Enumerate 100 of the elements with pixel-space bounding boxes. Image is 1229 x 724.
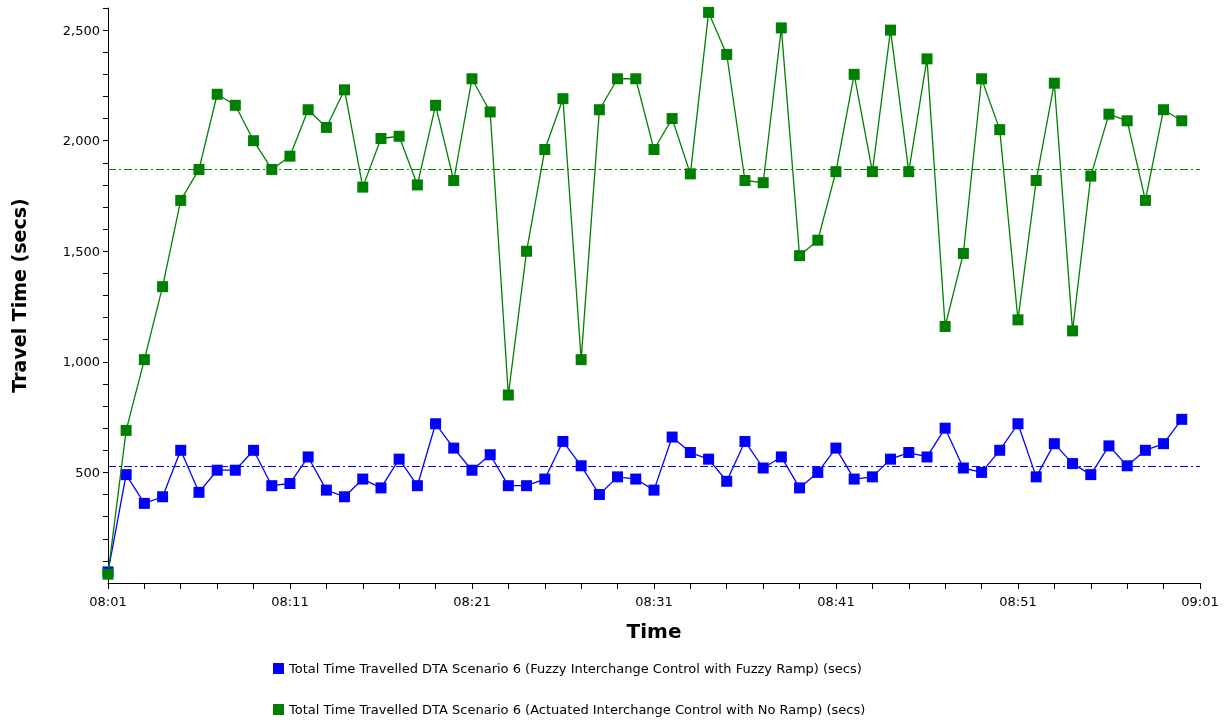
point <box>521 245 533 257</box>
point <box>848 473 860 485</box>
point <box>1176 115 1188 127</box>
x-tick-label: 08:41 <box>817 594 855 609</box>
point <box>248 444 260 456</box>
point <box>921 53 933 65</box>
point <box>593 104 605 116</box>
point <box>866 471 878 483</box>
point <box>557 435 569 447</box>
point <box>284 150 296 162</box>
y-axis-title: Travel Time (secs) <box>7 198 30 393</box>
y-tick-label: 1,000 <box>62 354 100 370</box>
point <box>666 431 678 443</box>
point <box>248 135 260 147</box>
point <box>175 444 187 456</box>
point <box>794 250 806 262</box>
point <box>1067 325 1079 337</box>
point <box>357 181 369 193</box>
point <box>939 422 951 434</box>
point <box>393 130 405 142</box>
point <box>721 475 733 487</box>
point <box>648 484 660 496</box>
point <box>830 166 842 178</box>
point <box>284 477 296 489</box>
point <box>575 460 587 472</box>
point <box>157 281 169 293</box>
point <box>794 482 806 494</box>
point <box>739 435 751 447</box>
point <box>1121 115 1133 127</box>
point <box>138 497 150 509</box>
point <box>266 163 278 175</box>
x-tick-label: 08:01 <box>89 594 127 609</box>
point <box>430 99 442 111</box>
point <box>903 166 915 178</box>
point <box>1103 108 1115 120</box>
point <box>193 486 205 498</box>
point <box>1139 444 1151 456</box>
point <box>120 469 132 481</box>
point <box>757 462 769 474</box>
point <box>1085 469 1097 481</box>
point <box>885 24 897 36</box>
point <box>339 84 351 96</box>
point <box>1121 460 1133 472</box>
point <box>703 6 715 18</box>
point <box>211 88 223 100</box>
point <box>229 99 241 111</box>
point <box>976 466 988 478</box>
point <box>812 234 824 246</box>
point <box>320 484 332 496</box>
point <box>302 451 314 463</box>
point <box>703 453 715 465</box>
point <box>848 68 860 80</box>
x-tick-label: 08:11 <box>271 594 309 609</box>
point <box>593 489 605 501</box>
point <box>430 418 442 430</box>
point <box>1012 314 1024 326</box>
point <box>211 464 223 476</box>
point <box>448 442 460 454</box>
y-tick-label: 1,500 <box>62 243 100 259</box>
point <box>994 444 1006 456</box>
point <box>921 451 933 463</box>
point <box>612 73 624 85</box>
point <box>885 453 897 465</box>
point <box>957 247 969 259</box>
point <box>138 354 150 366</box>
point <box>1067 458 1079 470</box>
point <box>1139 194 1151 206</box>
point <box>957 462 969 474</box>
point <box>1048 438 1060 450</box>
point <box>630 473 642 485</box>
x-tick-label: 08:51 <box>999 594 1037 609</box>
y-tick-label: 500 <box>75 464 100 480</box>
point <box>339 491 351 503</box>
point <box>721 48 733 60</box>
point <box>1048 77 1060 89</box>
point <box>466 464 478 476</box>
x-tick-label: 08:21 <box>453 594 491 609</box>
x-axis-title: Time <box>626 619 682 643</box>
point <box>684 447 696 459</box>
point <box>903 447 915 459</box>
point <box>666 113 678 125</box>
point <box>775 451 787 463</box>
point <box>521 480 533 492</box>
point <box>502 480 514 492</box>
point <box>1158 438 1170 450</box>
point <box>976 73 988 85</box>
point <box>866 166 878 178</box>
point <box>575 354 587 366</box>
point <box>193 163 205 175</box>
point <box>684 168 696 180</box>
point <box>357 473 369 485</box>
point <box>484 106 496 118</box>
point <box>1012 418 1024 430</box>
point <box>175 194 187 206</box>
point <box>612 471 624 483</box>
point <box>1030 471 1042 483</box>
point <box>411 480 423 492</box>
point <box>484 449 496 461</box>
point <box>1103 440 1115 452</box>
point <box>375 482 387 494</box>
